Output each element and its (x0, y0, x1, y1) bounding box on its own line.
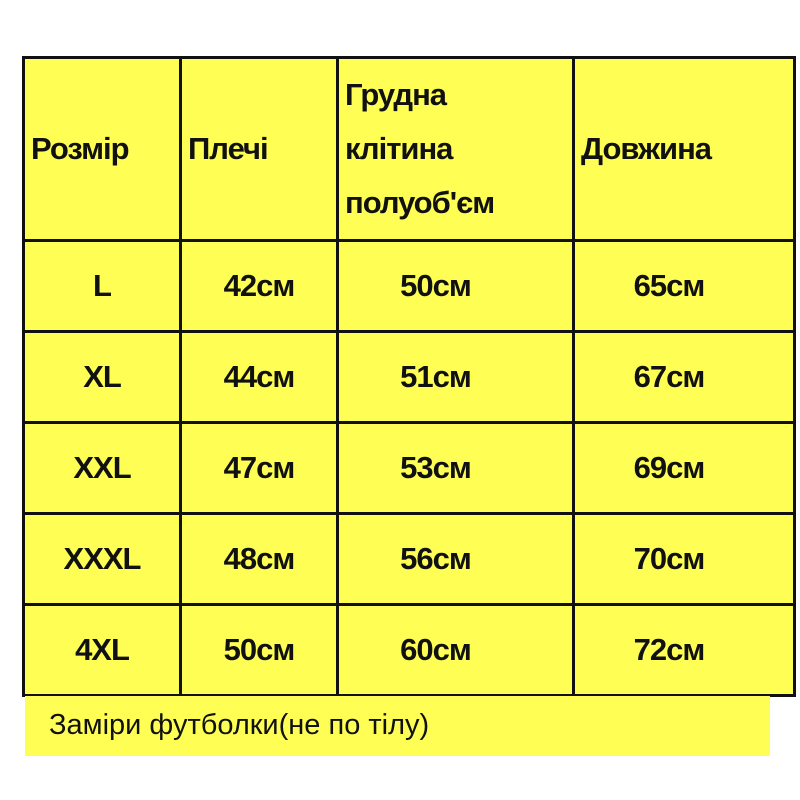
chest-cell: 53см (336, 421, 575, 515)
measurement-note: Заміри футболки(не по тілу) (25, 696, 770, 756)
length-cell: 70см (572, 512, 796, 606)
size-cell: XL (22, 330, 182, 424)
size-cell: 4XL (22, 603, 182, 697)
table-row: XXXL 48см 56см 70см (22, 512, 796, 606)
chest-cell: 50см (336, 239, 575, 333)
header-chest-line: Грудна (345, 77, 447, 112)
size-chart-table: Розмір Плечі Грудна клітина полуоб'єм До… (22, 56, 796, 697)
shoulders-cell: 42см (179, 239, 339, 333)
shoulders-cell: 48см (179, 512, 339, 606)
table-row: XL 44см 51см 67см (22, 330, 796, 424)
header-row: Розмір Плечі Грудна клітина полуоб'єм До… (22, 56, 796, 242)
chest-cell: 60см (336, 603, 575, 697)
length-cell: 69см (572, 421, 796, 515)
length-cell: 72см (572, 603, 796, 697)
header-chest: Грудна клітина полуоб'єм (336, 56, 575, 242)
header-shoulders: Плечі (179, 56, 339, 242)
length-cell: 67см (572, 330, 796, 424)
chest-cell: 56см (336, 512, 575, 606)
table-row: XXL 47см 53см 69см (22, 421, 796, 515)
shoulders-cell: 50см (179, 603, 339, 697)
header-chest-line: клітина (345, 131, 453, 166)
header-chest-line: полуоб'єм (345, 185, 495, 220)
shoulders-cell: 44см (179, 330, 339, 424)
size-cell: XXL (22, 421, 182, 515)
size-cell: L (22, 239, 182, 333)
table-row: L 42см 50см 65см (22, 239, 796, 333)
header-length: Довжина (572, 56, 796, 242)
shoulders-cell: 47см (179, 421, 339, 515)
header-size: Розмір (22, 56, 182, 242)
chest-cell: 51см (336, 330, 575, 424)
size-cell: XXXL (22, 512, 182, 606)
table-row: 4XL 50см 60см 72см (22, 603, 796, 697)
length-cell: 65см (572, 239, 796, 333)
